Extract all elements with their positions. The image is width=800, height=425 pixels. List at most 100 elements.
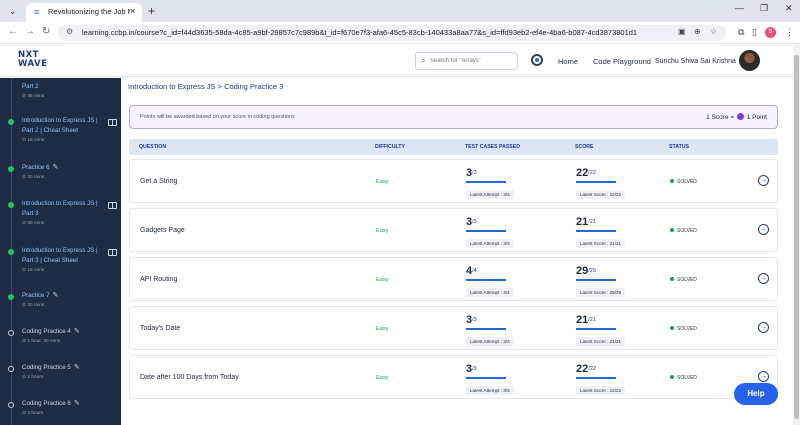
sidepanel-icon[interactable]: ▯	[752, 27, 757, 37]
latest-attempt: Latest Attempt : 3/3	[466, 337, 514, 346]
new-tab-icon[interactable]: +	[148, 4, 156, 18]
site-info-icon[interactable]: ⚙	[66, 27, 74, 36]
sidebar-item-duration: ⊙ 45 mins	[22, 94, 45, 99]
score-progress-bar	[576, 377, 616, 379]
bookmark-star-icon[interactable]: ☆	[710, 27, 718, 36]
reload-icon[interactable]: ↻	[42, 26, 51, 37]
profile-avatar[interactable]: S	[765, 27, 776, 38]
score-progress-bar	[576, 279, 616, 281]
open-arrow-icon[interactable]: →	[758, 273, 769, 284]
search-box[interactable]: ⌕	[415, 52, 518, 70]
score-progress-bar	[576, 181, 616, 183]
latest-attempt: Latest Attempt : 3/3	[466, 386, 514, 395]
open-arrow-icon[interactable]: →	[758, 175, 769, 186]
table-row[interactable]: API Routing Easy 4/4 Latest Attempt : 4/…	[129, 257, 778, 301]
book-icon	[108, 202, 117, 209]
maximize-icon[interactable]: ❐	[760, 3, 769, 13]
minimize-icon[interactable]: —	[735, 3, 744, 13]
coin-icon	[736, 113, 744, 120]
sidebar-item-label: Introduction to Express JS | Part 3	[22, 200, 98, 217]
latest-attempt: Latest Attempt : 4/4	[466, 288, 514, 297]
browser-tab[interactable]: ≡ Revolutionizing the Job Market ✕	[26, 3, 142, 22]
question-name[interactable]: Today's Date	[140, 325, 181, 332]
home-link[interactable]: Home	[558, 57, 579, 66]
pencil-icon: ✎	[73, 364, 80, 371]
user-avatar[interactable]	[739, 50, 760, 71]
completed-icon	[8, 202, 14, 208]
sidebar-item-duration: ⊙ 55 mins	[22, 221, 45, 226]
close-window-icon[interactable]: ✕	[785, 3, 793, 13]
search-icon: ⌕	[421, 56, 426, 65]
code-playground-link[interactable]: Code Playground	[593, 57, 651, 66]
sidebar-item-duration: ⊙ 15 mins	[22, 138, 45, 143]
pending-icon	[8, 330, 14, 336]
help-button[interactable]: Help	[734, 383, 778, 405]
url-text[interactable]: learning.ccbp.in/course?c_id=f44d3635-58…	[82, 28, 638, 37]
open-arrow-icon[interactable]: →	[758, 224, 769, 235]
forward-icon[interactable]: →	[25, 26, 35, 37]
table-row[interactable]: Today's Date Easy 3/3 Latest Attempt : 3…	[129, 306, 778, 350]
open-arrow-icon[interactable]: →	[758, 371, 769, 382]
latest-score: Latest Score : 22/22	[576, 190, 626, 199]
search-input[interactable]	[430, 55, 516, 67]
question-name[interactable]: Get a String	[140, 178, 178, 185]
browser-tab-bar: ⌄ ≡ Revolutionizing the Job Market ✕ + —…	[0, 0, 800, 22]
install-icon[interactable]: ▣	[678, 27, 686, 36]
completed-icon	[8, 294, 14, 300]
difficulty-badge: Easy	[376, 228, 389, 234]
status-badge: SOLVED	[670, 375, 697, 381]
extensions-icon[interactable]: ⧉	[738, 27, 745, 37]
close-tab-icon[interactable]: ✕	[129, 7, 136, 16]
score-cell: 21/21 Latest Score : 21/21	[576, 315, 640, 348]
question-name[interactable]: API Routing	[140, 276, 178, 283]
open-arrow-icon[interactable]: →	[758, 322, 769, 333]
sidebar-item-duration: ⊙ 30 mins	[22, 303, 45, 308]
score-cell: 22/22 Latest Score : 22/22	[576, 168, 640, 201]
favicon-icon: ≡	[34, 7, 40, 17]
breadcrumb[interactable]: Introduction to Express JS > Coding Prac…	[128, 82, 284, 91]
pencil-icon: ✎	[73, 400, 80, 407]
question-name[interactable]: Gadgets Page	[140, 227, 185, 234]
tests-passed: 3/3 Latest Attempt : 3/3	[466, 364, 530, 397]
menu-kebab-icon[interactable]: ⋮	[785, 27, 794, 37]
sidebar-item-duration: ⊙ 30 mins	[22, 175, 45, 180]
status-dot-icon	[670, 326, 674, 330]
col-score: SCORE	[575, 144, 594, 150]
difficulty-badge: Easy	[376, 375, 389, 381]
status-dot-icon	[670, 179, 674, 183]
sidebar-item-label: Coding Practice 4 ✎	[22, 328, 80, 335]
pencil-icon: ✎	[52, 292, 59, 299]
latest-score: Latest Score : 21/21	[576, 239, 626, 248]
course-sidebar: Part 2 ⊙ 45 mins Introduction to Express…	[0, 78, 121, 425]
table-row[interactable]: Gadgets Page Easy 3/3 Latest Attempt : 3…	[129, 208, 778, 252]
scrollbar-thumb[interactable]	[794, 55, 799, 419]
sidebar-item-label: Coding Practice 5 ✎	[22, 364, 80, 371]
score-cell: 21/21 Latest Score : 21/21	[576, 217, 640, 250]
back-icon[interactable]: ←	[8, 26, 18, 37]
score-progress-bar	[576, 328, 616, 330]
sidebar-item-label: Coding Practice 6 ✎	[22, 400, 80, 407]
nxtwave-logo[interactable]: NXT WAVE	[18, 51, 47, 69]
col-status: STATUS	[669, 144, 689, 150]
score-cell: 22/22 Latest Score : 22/22	[576, 364, 640, 397]
col-question: QUESTION	[139, 144, 167, 150]
table-row[interactable]: Get a String Easy 3/3 Latest Attempt : 3…	[129, 159, 778, 203]
tests-passed: 3/3 Latest Attempt : 3/3	[466, 168, 530, 201]
question-name[interactable]: Date after 100 Days from Today	[140, 374, 239, 381]
sidebar-item-label: Practice 7 ✎	[22, 292, 59, 299]
difficulty-badge: Easy	[376, 277, 389, 283]
col-difficulty: DIFFICULTY	[375, 144, 405, 150]
tab-search-icon[interactable]: ⌄	[8, 6, 17, 16]
url-field[interactable]: ⚙ learning.ccbp.in/course?c_id=f44d3635-…	[58, 25, 726, 41]
sidebar-item-label: Introduction to Express JS | Part 3 | Ch…	[22, 247, 98, 264]
table-row[interactable]: Date after 100 Days from Today Easy 3/3 …	[129, 355, 778, 399]
status-badge: SOLVED	[670, 228, 697, 234]
logo-line1: NXT	[18, 50, 39, 60]
score-progress-bar	[576, 230, 616, 232]
streak-icon[interactable]	[531, 54, 543, 66]
latest-score: Latest Score : 29/29	[576, 288, 626, 297]
pending-icon	[8, 366, 14, 372]
user-name[interactable]: Sunchu Shiva Sai Krishna	[655, 58, 736, 65]
page-scrollbar[interactable]	[793, 45, 800, 425]
zoom-icon[interactable]: ⊕	[694, 27, 701, 36]
